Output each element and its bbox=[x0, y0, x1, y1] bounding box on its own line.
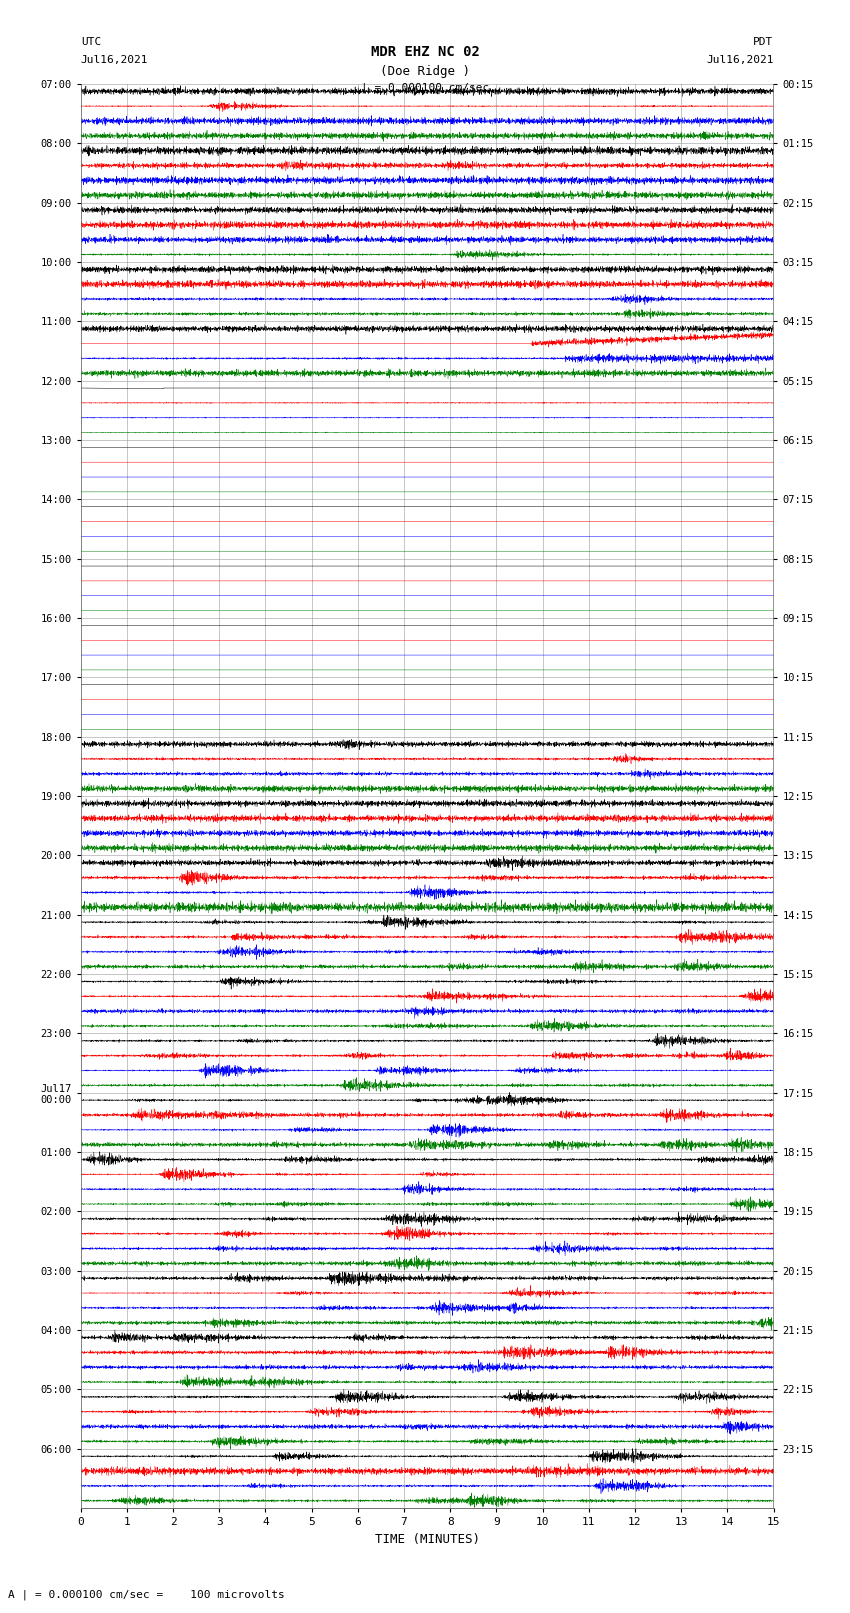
X-axis label: TIME (MINUTES): TIME (MINUTES) bbox=[375, 1532, 479, 1545]
Text: PDT: PDT bbox=[753, 37, 774, 47]
Text: | = 0.000100 cm/sec: | = 0.000100 cm/sec bbox=[361, 82, 489, 94]
Text: Jul16,2021: Jul16,2021 bbox=[81, 55, 148, 65]
Text: A | = 0.000100 cm/sec =    100 microvolts: A | = 0.000100 cm/sec = 100 microvolts bbox=[8, 1589, 286, 1600]
Text: (Doe Ridge ): (Doe Ridge ) bbox=[380, 65, 470, 77]
Text: UTC: UTC bbox=[81, 37, 101, 47]
Text: Jul16,2021: Jul16,2021 bbox=[706, 55, 774, 65]
Text: MDR EHZ NC 02: MDR EHZ NC 02 bbox=[371, 45, 479, 60]
